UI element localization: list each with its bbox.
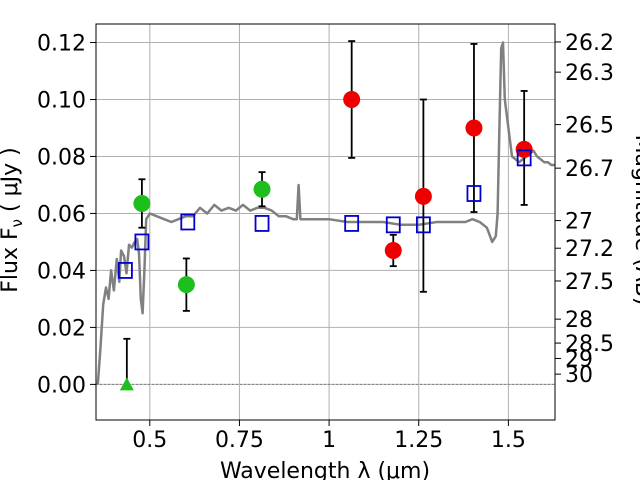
red-data-point [384, 241, 402, 259]
red-data-point [465, 119, 483, 137]
y2-tick-label: 28 [565, 308, 593, 333]
y-tick-label: 0.02 [37, 316, 86, 341]
model-flux-square [516, 149, 532, 167]
model-flux-square [344, 215, 360, 232]
x-axis-ticks: 0.5 0.75 1 1.25 1.5 [132, 420, 526, 453]
model-flux-square [385, 216, 401, 234]
y2-tick-label: 27.2 [565, 237, 614, 262]
y2-tick-label: 26.3 [565, 61, 614, 86]
model-flux-square [180, 213, 196, 231]
y-axis-ticks: 0.00 0.02 0.04 0.06 0.08 0.10 0.12 [37, 32, 96, 398]
green-data-point [177, 276, 195, 294]
green-data-point [253, 180, 271, 198]
red-data-point [343, 90, 361, 108]
y-tick-label: 0.04 [37, 259, 86, 284]
data-markers-layer [118, 40, 533, 391]
model-spectrum-line [96, 41, 555, 385]
x-axis-label: Wavelength λ (μm) [220, 459, 430, 480]
red-data-point [414, 187, 432, 205]
y2-tick-label: 29 [565, 347, 593, 372]
y-tick-label: 0.08 [37, 145, 86, 170]
model-flux-square [134, 233, 150, 251]
y2-tick-label: 27 [565, 210, 593, 235]
x-tick-label: 1.25 [394, 428, 443, 453]
upper-limit-triangle [119, 377, 134, 391]
green-data-point [133, 194, 151, 212]
y2-tick-label: 26.7 [565, 157, 614, 182]
y2-tick-label: 27.5 [565, 270, 614, 295]
y2-tick-label: 26.2 [565, 31, 614, 56]
x-tick-label: 1 [322, 428, 336, 453]
x-tick-label: 0.75 [215, 428, 264, 453]
model-flux-square [466, 185, 482, 202]
x-tick-label: 1.5 [491, 428, 526, 453]
red-data-point [515, 140, 533, 158]
model-flux-square [415, 216, 431, 234]
plot-frame [95, 23, 556, 421]
y2-axis-label: Magnitude (AB) [630, 135, 640, 306]
y2-tick-label: 28.5 [565, 332, 614, 357]
model-spectrum-layer [96, 41, 555, 385]
y-tick-label: 0.12 [37, 32, 86, 57]
y-tick-label: 0.00 [37, 373, 86, 398]
y2-tick-label: 30 [565, 363, 593, 388]
x-tick-label: 0.5 [132, 428, 167, 453]
model-flux-square [254, 215, 270, 232]
grid-lines [96, 24, 555, 420]
y-tick-label: 0.06 [37, 202, 86, 227]
y2-tick-label: 26.5 [565, 114, 614, 139]
model-flux-square [118, 262, 133, 279]
y-tick-label: 0.10 [37, 88, 86, 113]
y-axis-label: Flux Fν ( μJy ) [0, 147, 26, 292]
